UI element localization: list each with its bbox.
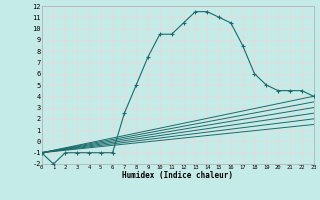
X-axis label: Humidex (Indice chaleur): Humidex (Indice chaleur) [122, 171, 233, 180]
